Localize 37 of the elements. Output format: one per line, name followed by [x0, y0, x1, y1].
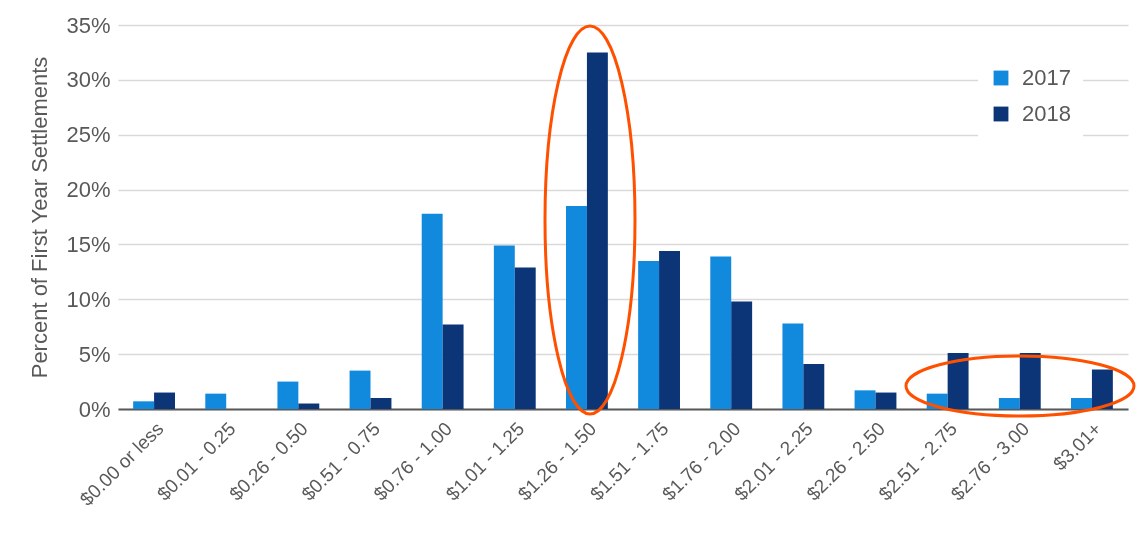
y-tick-label: 5% — [78, 341, 111, 367]
bar — [277, 381, 299, 409]
bar — [493, 245, 515, 409]
bar — [421, 213, 443, 409]
bar — [1071, 398, 1092, 409]
legend-label: 2017 — [1022, 65, 1071, 90]
bar — [566, 206, 587, 409]
bar — [875, 392, 897, 409]
bar — [349, 370, 371, 409]
y-tick-label: 15% — [66, 231, 111, 257]
bar — [370, 398, 392, 409]
bar — [803, 364, 825, 409]
bar — [782, 323, 804, 409]
bar — [514, 267, 536, 409]
legend-label: 2018 — [1022, 101, 1071, 126]
y-tick-label: 20% — [66, 177, 111, 203]
bar — [298, 403, 320, 409]
bar — [710, 256, 732, 409]
y-axis-title: Percent of First Year Settlements — [27, 56, 53, 379]
bar — [586, 52, 608, 409]
bar — [442, 324, 464, 409]
bar — [205, 393, 227, 409]
bar — [1091, 369, 1113, 409]
bar — [154, 392, 175, 409]
bar — [854, 390, 876, 409]
bar — [133, 401, 155, 409]
y-tick-label: 30% — [66, 67, 111, 93]
bar — [1019, 353, 1041, 409]
bar — [998, 398, 1020, 409]
y-tick-label: 35% — [66, 12, 111, 38]
bar — [638, 260, 660, 409]
bar — [947, 353, 969, 409]
y-tick-label: 10% — [66, 286, 111, 312]
bar — [659, 251, 680, 409]
bar — [731, 301, 753, 409]
y-tick-label: 25% — [66, 122, 111, 148]
y-tick-label: 0% — [78, 396, 111, 422]
